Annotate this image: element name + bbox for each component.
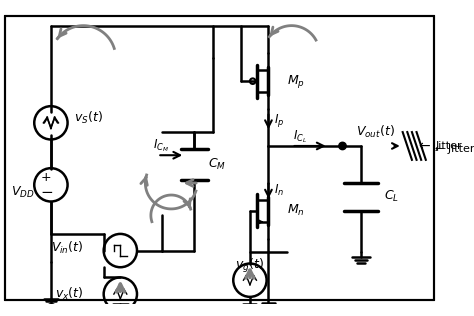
Text: $M_n$: $M_n$ xyxy=(287,203,305,218)
Text: $C_M$: $C_M$ xyxy=(208,157,226,172)
Text: Jitter: Jitter xyxy=(435,141,462,151)
Text: ← Jitter: ← Jitter xyxy=(435,144,474,154)
Text: $I_{C_M}$: $I_{C_M}$ xyxy=(153,138,169,154)
Text: +: + xyxy=(41,171,52,184)
Text: −: − xyxy=(40,185,53,200)
Text: $M_p$: $M_p$ xyxy=(287,73,305,90)
Text: $V_{out}(t)$: $V_{out}(t)$ xyxy=(356,124,395,140)
Text: $V_{in}(t)$: $V_{in}(t)$ xyxy=(51,240,83,256)
Text: $v_x(t)$: $v_x(t)$ xyxy=(55,286,83,302)
Circle shape xyxy=(339,142,346,150)
Text: $I_{C_L}$: $I_{C_L}$ xyxy=(293,128,308,145)
Text: $V_{DD}$: $V_{DD}$ xyxy=(11,185,35,200)
Text: $C_L$: $C_L$ xyxy=(384,189,399,204)
Text: $v_S(t)$: $v_S(t)$ xyxy=(74,110,103,126)
Text: $I_p$: $I_p$ xyxy=(274,112,284,130)
Text: $I_n$: $I_n$ xyxy=(274,183,284,198)
Text: ←: ← xyxy=(418,139,430,153)
Text: $v_g(t)$: $v_g(t)$ xyxy=(236,257,264,275)
